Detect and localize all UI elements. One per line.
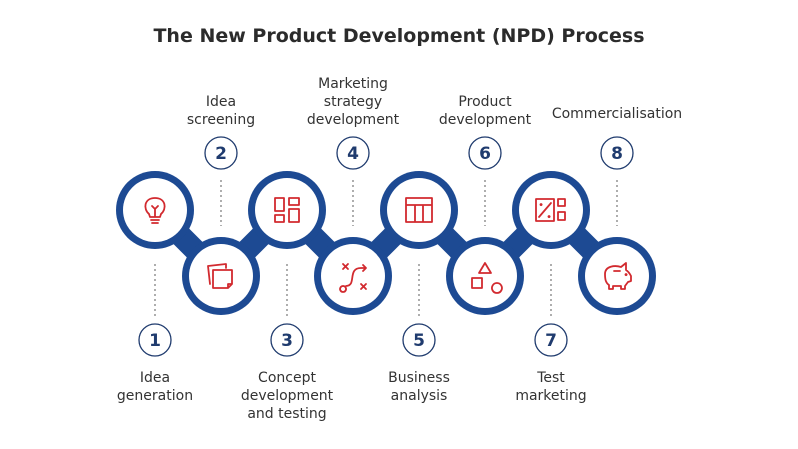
lightbulb-icon	[144, 197, 166, 224]
step-8: 8 Commercialisation	[552, 106, 682, 290]
ring-inner	[585, 244, 649, 308]
sticky-notes-icon	[207, 263, 233, 289]
step-7: 7 Test marketing	[515, 198, 587, 404]
ring-inner	[255, 178, 319, 242]
step-label: strategy	[324, 94, 382, 110]
page-title: The New Product Development (NPD) Proces…	[153, 25, 644, 47]
step-number-circle	[534, 323, 568, 357]
grid-layout-icon	[274, 197, 300, 223]
step-number-circle	[402, 323, 436, 357]
route-path-icon	[339, 263, 367, 293]
step-label: Business	[388, 370, 450, 386]
step-label: Concept	[258, 370, 316, 386]
step-label: marketing	[515, 388, 586, 404]
step-5: 5 Business analysis	[388, 197, 450, 404]
step-label: Commercialisation	[552, 106, 682, 122]
step-2: 2 Idea screening	[187, 94, 255, 289]
step-number: 1	[149, 331, 161, 351]
step-label: Product	[458, 94, 512, 110]
ring-inner	[189, 244, 253, 308]
step-number: 6	[479, 144, 491, 164]
step-1: 1 Idea generation	[117, 197, 193, 404]
process-chain	[116, 171, 656, 315]
step-3: 3 Concept development and testing	[241, 197, 334, 422]
ring-inner	[387, 178, 451, 242]
step-label: Idea	[206, 94, 236, 110]
step-number: 2	[215, 144, 227, 164]
shapes-icon	[471, 262, 503, 294]
step-4: 4 Marketing strategy development	[307, 76, 400, 293]
step-label: development	[439, 112, 532, 128]
step-number: 4	[347, 144, 359, 164]
step-number-circle	[270, 323, 304, 357]
step-number-circle	[600, 136, 634, 170]
step-label: development	[241, 388, 334, 404]
step-label: Idea	[140, 370, 170, 386]
step-6: 6 Product development	[439, 94, 532, 294]
step-label: development	[307, 112, 400, 128]
ring-inner	[453, 244, 517, 308]
step-number-circle	[204, 136, 238, 170]
step-number: 7	[545, 331, 557, 351]
step-label: and testing	[247, 406, 326, 422]
step-label: screening	[187, 112, 255, 128]
ring-inner	[519, 178, 583, 242]
step-number: 8	[611, 144, 623, 164]
step-label: Marketing	[318, 76, 388, 92]
step-number: 5	[413, 331, 425, 351]
percent-dashboard-icon	[535, 198, 566, 222]
step-number-circle	[468, 136, 502, 170]
piggy-bank-icon	[604, 262, 632, 290]
step-number-circle	[336, 136, 370, 170]
step-number: 3	[281, 331, 293, 351]
step-label: generation	[117, 388, 193, 404]
step-number-circle	[138, 323, 172, 357]
step-label: analysis	[391, 388, 448, 404]
table-layout-icon	[405, 197, 433, 223]
step-label: Test	[536, 370, 565, 386]
